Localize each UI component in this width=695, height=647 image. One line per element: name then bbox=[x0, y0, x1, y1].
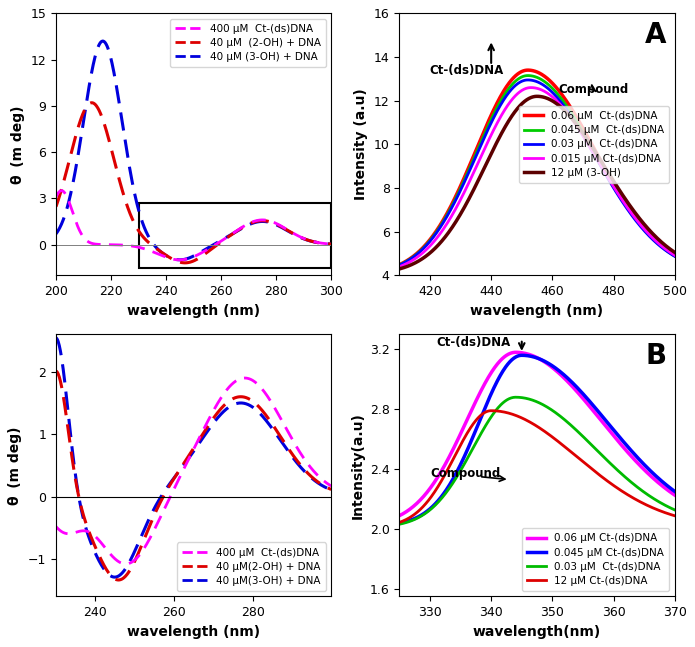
Y-axis label: θ  (m deg): θ (m deg) bbox=[8, 426, 22, 505]
X-axis label: wavelength (nm): wavelength (nm) bbox=[127, 624, 260, 639]
Text: Ct-(ds)DNA: Ct-(ds)DNA bbox=[430, 65, 504, 78]
Text: Compound: Compound bbox=[559, 83, 629, 96]
X-axis label: wavelength (nm): wavelength (nm) bbox=[471, 303, 604, 318]
Legend: 0.06 μM  Ct-(ds)DNA, 0.045 μM  Ct-(ds)DNA, 0.03 μM  Ct-(ds)DNA, 0.015 μM Ct-(ds): 0.06 μM Ct-(ds)DNA, 0.045 μM Ct-(ds)DNA,… bbox=[519, 106, 669, 183]
Legend: 400 μM  Ct-(ds)DNA, 40 μM(2-OH) + DNA, 40 μM(3-OH) + DNA: 400 μM Ct-(ds)DNA, 40 μM(2-OH) + DNA, 40… bbox=[177, 542, 326, 591]
X-axis label: wavelength(nm): wavelength(nm) bbox=[473, 624, 601, 639]
Text: Compound: Compound bbox=[430, 466, 500, 479]
Y-axis label: Intensity(a.u): Intensity(a.u) bbox=[350, 412, 364, 519]
Bar bbox=[138, 203, 332, 268]
X-axis label: wavelength (nm): wavelength (nm) bbox=[127, 303, 260, 318]
Legend: 400 μM  Ct-(ds)DNA, 40 μM  (2-OH) + DNA, 40 μM (3-OH) + DNA: 400 μM Ct-(ds)DNA, 40 μM (2-OH) + DNA, 4… bbox=[170, 19, 326, 67]
Text: A: A bbox=[645, 21, 667, 49]
Y-axis label: θ  (m deg): θ (m deg) bbox=[11, 105, 25, 184]
Y-axis label: Intensity (a.u): Intensity (a.u) bbox=[354, 89, 368, 200]
Text: Ct-(ds)DNA: Ct-(ds)DNA bbox=[436, 336, 510, 349]
Legend: 0.06 μM Ct-(ds)DNA, 0.045 μM Ct-(ds)DNA, 0.03 μM  Ct-(ds)DNA, 12 μM Ct-(ds)DNA: 0.06 μM Ct-(ds)DNA, 0.045 μM Ct-(ds)DNA,… bbox=[522, 528, 669, 591]
Text: B: B bbox=[645, 342, 667, 370]
